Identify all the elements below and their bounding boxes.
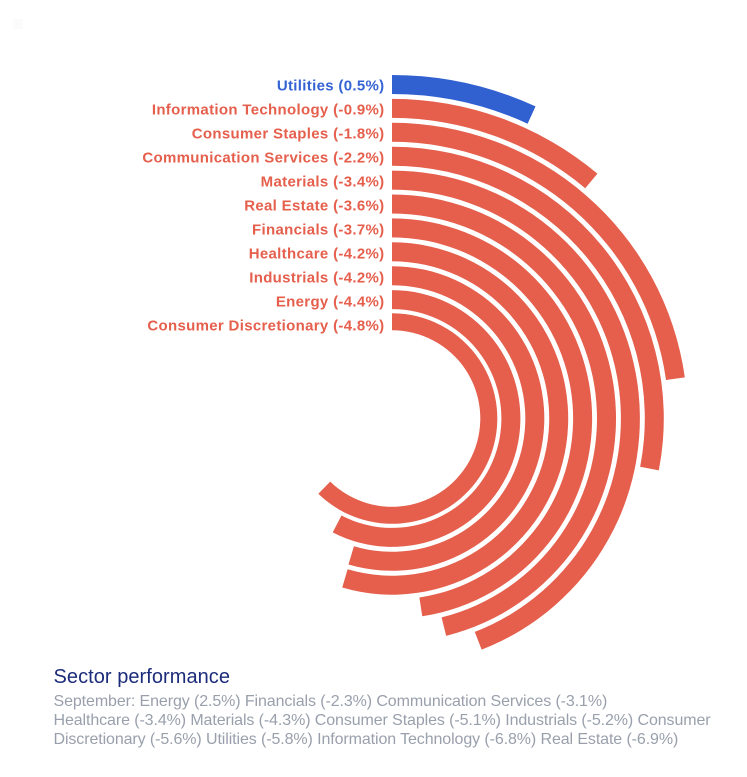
svg-text:Energy (-4.4%): Energy (-4.4%) [276, 294, 385, 311]
svg-text:Financials (-3.7%): Financials (-3.7%) [252, 222, 384, 239]
svg-text:Materials (-3.4%): Materials (-3.4%) [261, 174, 385, 191]
svg-text:Communication Services (-2.2%): Communication Services (-2.2%) [142, 150, 384, 167]
svg-text:Utilities (0.5%): Utilities (0.5%) [277, 78, 385, 95]
svg-text:Healthcare (-4.2%): Healthcare (-4.2%) [249, 246, 385, 263]
svg-text:Consumer Staples (-1.8%): Consumer Staples (-1.8%) [192, 126, 385, 143]
svg-text:Industrials (-4.2%): Industrials (-4.2%) [249, 270, 384, 287]
svg-text:Real Estate (-3.6%): Real Estate (-3.6%) [244, 198, 384, 215]
svg-text:Information Technology (-0.9%): Information Technology (-0.9%) [152, 102, 385, 119]
svg-text:Consumer Discretionary (-4.8%): Consumer Discretionary (-4.8%) [147, 318, 384, 335]
